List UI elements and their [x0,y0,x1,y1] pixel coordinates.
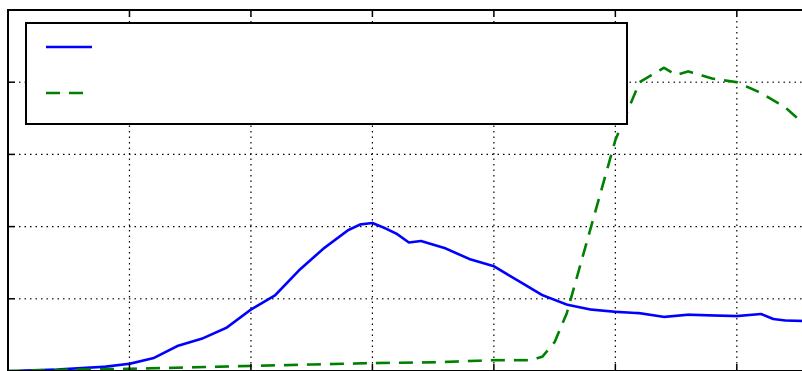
series-line-1 [7,221,802,371]
legend [25,22,628,125]
legend-box [25,22,628,125]
plot-frame [7,9,802,371]
axes [7,9,802,371]
